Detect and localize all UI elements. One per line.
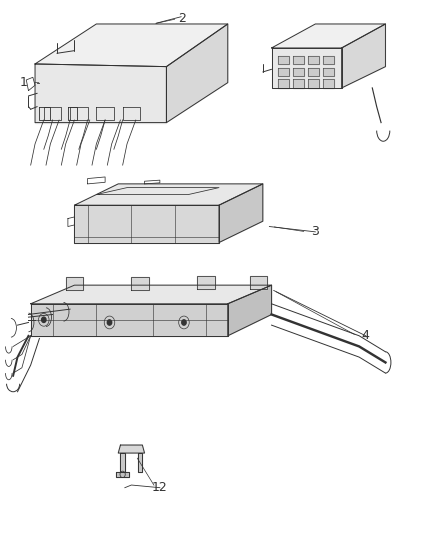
Text: 3: 3 — [311, 225, 319, 238]
Polygon shape — [250, 276, 267, 289]
Polygon shape — [74, 184, 263, 205]
Polygon shape — [323, 68, 334, 76]
Polygon shape — [323, 79, 334, 88]
Polygon shape — [293, 79, 304, 88]
Text: 4: 4 — [362, 329, 370, 342]
Polygon shape — [219, 184, 263, 243]
Polygon shape — [272, 24, 385, 48]
Polygon shape — [293, 56, 304, 64]
Polygon shape — [31, 285, 272, 304]
Polygon shape — [308, 68, 319, 76]
Polygon shape — [308, 56, 319, 64]
Polygon shape — [308, 79, 319, 88]
Polygon shape — [278, 68, 289, 76]
Polygon shape — [66, 277, 83, 290]
Polygon shape — [293, 68, 304, 76]
Circle shape — [107, 320, 112, 325]
Polygon shape — [74, 205, 219, 243]
Text: 12: 12 — [152, 481, 168, 494]
Polygon shape — [118, 445, 145, 453]
Polygon shape — [278, 56, 289, 64]
Circle shape — [182, 320, 186, 325]
Circle shape — [42, 317, 46, 322]
Polygon shape — [197, 276, 215, 289]
Polygon shape — [35, 64, 166, 123]
Polygon shape — [278, 79, 289, 88]
Polygon shape — [120, 453, 125, 472]
Polygon shape — [31, 304, 228, 336]
Polygon shape — [272, 48, 342, 88]
Text: 1: 1 — [20, 76, 28, 89]
Polygon shape — [131, 277, 149, 290]
Polygon shape — [323, 56, 334, 64]
Polygon shape — [228, 285, 272, 336]
Polygon shape — [116, 472, 129, 477]
Polygon shape — [138, 453, 142, 472]
Polygon shape — [342, 24, 385, 88]
Polygon shape — [166, 24, 228, 123]
Polygon shape — [35, 24, 228, 67]
Text: 2: 2 — [178, 12, 186, 25]
